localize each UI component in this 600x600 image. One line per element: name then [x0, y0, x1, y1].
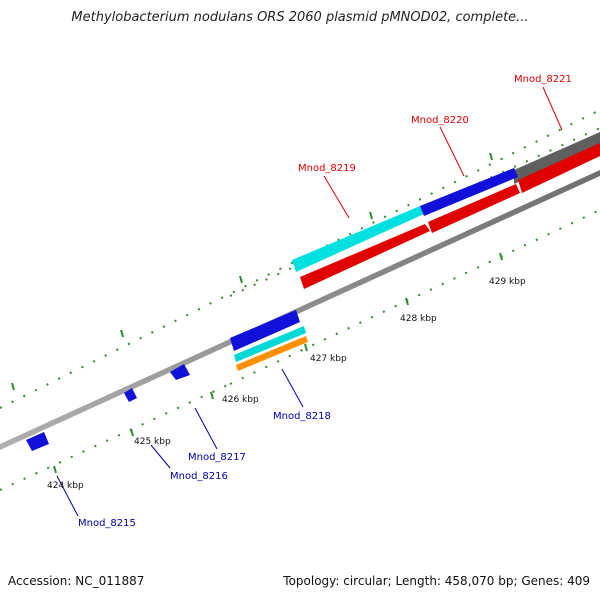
gene-arrow-blue: [170, 364, 190, 380]
leader-line: [150, 444, 171, 469]
gene-label-mnod-8221: Mnod_8221: [514, 74, 572, 85]
major-tick: [405, 297, 409, 306]
scale-label-424: 424 kbp: [47, 481, 84, 491]
gene-arrow-blue: [230, 310, 300, 351]
leader-line: [281, 368, 304, 408]
gene-arrow-cyan: [234, 326, 306, 362]
gene-arrow-blue: [26, 432, 49, 451]
major-tick: [210, 391, 214, 400]
gene-label-mnod-8220: Mnod_8220: [411, 115, 469, 126]
gene-arrow-red: [518, 143, 600, 193]
gene-label-mnod-8218: Mnod_8218: [273, 411, 331, 422]
tick-guide-middle: [229, 127, 600, 297]
leader-line: [439, 126, 465, 177]
tick-guides: [0, 109, 600, 491]
backbone-upper-strand: [514, 132, 600, 184]
leader-line: [194, 407, 218, 450]
forward-genes: [292, 143, 600, 289]
gene-label-mnod-8219: Mnod_8219: [298, 163, 356, 174]
major-tick: [130, 428, 134, 437]
major-tick: [53, 465, 57, 474]
forward-leader-lines: [323, 86, 563, 219]
scale-label-429: 429 kbp: [489, 277, 526, 287]
major-ticks: [11, 152, 503, 474]
major-tick: [120, 329, 124, 338]
scale-label-426: 426 kbp: [222, 395, 259, 405]
major-tick: [499, 252, 503, 261]
reverse-leader-lines: [56, 368, 304, 517]
gene-label-mnod-8215: Mnod_8215: [78, 518, 136, 529]
gene-arrow-cyan: [292, 206, 424, 272]
major-tick: [489, 152, 493, 161]
gene-label-mnod-8216: Mnod_8216: [170, 471, 228, 482]
reverse-genes: [26, 310, 308, 451]
backbone: [0, 132, 600, 450]
leader-line: [323, 175, 350, 219]
gene-label-mnod-8217: Mnod_8217: [188, 452, 246, 463]
backbone-strand: [0, 170, 600, 450]
major-tick: [369, 211, 373, 220]
genome-summary: Topology: circular; Length: 458,070 bp; …: [283, 574, 590, 588]
major-tick: [239, 275, 243, 284]
gene-arrow-blue: [124, 388, 137, 402]
major-tick: [11, 382, 15, 391]
major-tick: [304, 343, 308, 352]
scale-label-427: 427 kbp: [310, 354, 347, 364]
accession-label: Accession: NC_011887: [8, 574, 145, 588]
leader-line: [56, 475, 79, 517]
map-title: Methylobacterium nodulans ORS 2060 plasm…: [71, 10, 529, 25]
scale-label-428: 428 kbp: [400, 314, 437, 324]
leader-line: [542, 86, 563, 131]
gene-arrow-red: [428, 184, 520, 233]
gene-arrow-orange: [236, 336, 308, 371]
scale-label-425: 425 kbp: [134, 437, 171, 447]
gene-arrow-red: [300, 224, 430, 289]
gene-arrow-blue: [420, 168, 518, 216]
